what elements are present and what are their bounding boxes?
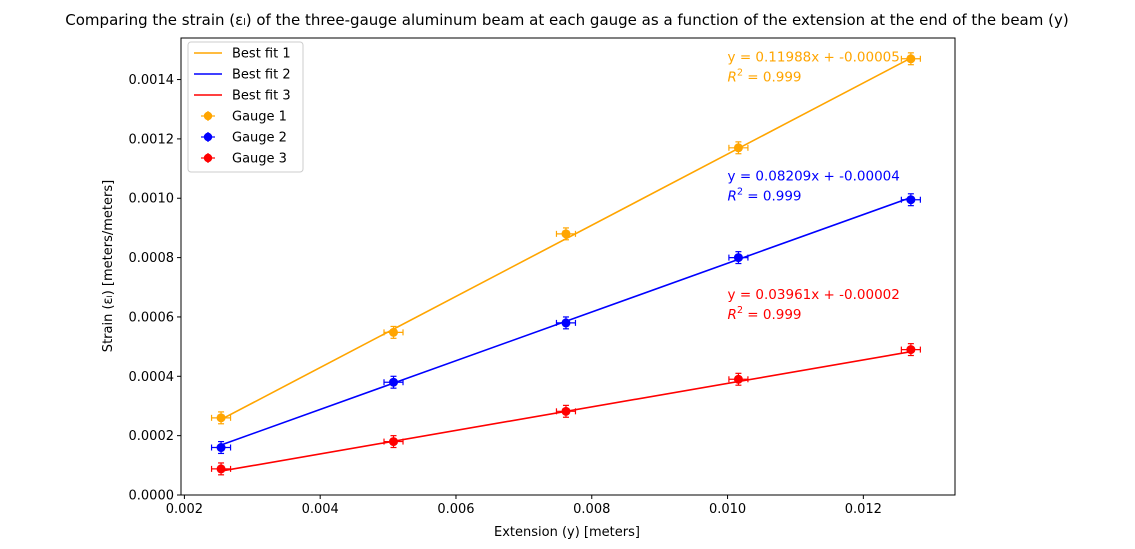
- y-tick-label: 0.0004: [129, 370, 175, 385]
- data-marker: [906, 345, 916, 355]
- data-marker: [389, 437, 399, 447]
- fit-equation-3: y = 0.03961x + -0.00002: [728, 287, 900, 303]
- gauge-1-point: [728, 141, 749, 155]
- y-tick-label: 0.0002: [129, 429, 175, 444]
- legend-marker: [203, 111, 213, 121]
- gauge-2-point: [555, 316, 577, 330]
- gauge-1-point: [900, 52, 921, 66]
- data-marker: [561, 406, 571, 416]
- x-tick-label: 0.004: [302, 502, 339, 517]
- gauge-2-point: [900, 193, 921, 207]
- gauge-3-point: [728, 372, 749, 386]
- data-marker: [733, 253, 743, 263]
- x-tick-label: 0.008: [573, 502, 610, 517]
- legend-swatch-gauge-3: [201, 153, 215, 163]
- y-tick-label: 0.0010: [129, 192, 175, 207]
- y-tick-label: 0.0000: [129, 489, 175, 504]
- legend-label-best-fit-2: Best fit 2: [232, 68, 291, 83]
- plot-area-frame: [180, 37, 956, 496]
- r-squared-1: R2 = 0.999: [728, 68, 802, 86]
- legend-label-gauge-3: Gauge 3: [232, 152, 287, 167]
- gauge-3-point: [210, 462, 232, 476]
- legend-label-gauge-1: Gauge 1: [232, 110, 287, 125]
- x-tick-label: 0.010: [709, 502, 746, 517]
- y-tick-label: 0.0012: [129, 132, 175, 147]
- x-tick-label: 0.002: [166, 502, 203, 517]
- x-tick-label: 0.006: [437, 502, 474, 517]
- gauge-2-point: [383, 375, 404, 389]
- legend-marker: [203, 132, 213, 142]
- gauge-3-point: [555, 404, 577, 418]
- gauge-1-point: [555, 227, 577, 241]
- r-squared-2: R2 = 0.999: [728, 186, 802, 204]
- legend-label-best-fit-1: Best fit 1: [232, 47, 291, 62]
- data-marker: [561, 229, 571, 239]
- r-squared-3: R2 = 0.999: [728, 305, 802, 323]
- gauge-points: [210, 52, 921, 476]
- legend-marker: [203, 153, 213, 163]
- data-marker: [389, 377, 399, 387]
- legend-swatch-gauge-1: [201, 111, 215, 121]
- chart-title: Comparing the strain (εₗ) of the three-g…: [65, 11, 1068, 29]
- data-marker: [216, 443, 226, 453]
- axis-ticks: 0.002 0.004 0.006 0.008 0.010 0.012 0.0000 0.00…: [129, 73, 882, 517]
- legend-label-best-fit-3: Best fit 3: [232, 89, 291, 104]
- y-axis-label: Strain (εₗ) [meters/meters]: [101, 180, 116, 352]
- y-tick-label: 0.0006: [129, 310, 175, 325]
- x-axis-label: Extension (y) [meters]: [494, 525, 640, 540]
- fit-equation-2: y = 0.08209x + -0.00004: [728, 168, 900, 184]
- fit-equation-1: y = 0.11988x + -0.00005: [728, 50, 900, 66]
- data-marker: [906, 54, 916, 64]
- data-marker: [733, 143, 743, 153]
- gauge-3-point: [383, 435, 404, 449]
- legend-label-gauge-2: Gauge 2: [232, 131, 287, 146]
- gauge-2-point: [210, 440, 232, 455]
- data-marker: [733, 374, 743, 384]
- gauge-2-point: [728, 251, 749, 265]
- legend: Best fit 1 Best fit 2 Best fit 3 Gauge 1 Gau…: [187, 41, 304, 173]
- data-marker: [216, 413, 226, 423]
- data-marker: [216, 464, 226, 474]
- gauge-1-point: [210, 411, 232, 425]
- y-tick-label: 0.0008: [129, 251, 175, 266]
- data-marker: [561, 318, 571, 328]
- fit-annotations: y = 0.11988x + -0.00005 R2 = 0.999 y = 0.0…: [728, 50, 900, 323]
- x-tick-label: 0.012: [845, 502, 882, 517]
- legend-swatch-gauge-2: [201, 132, 215, 142]
- data-marker: [906, 195, 916, 205]
- y-tick-label: 0.0014: [129, 73, 175, 88]
- gauge-1-point: [383, 325, 404, 339]
- gauge-3-point: [900, 343, 921, 357]
- data-marker: [389, 327, 399, 337]
